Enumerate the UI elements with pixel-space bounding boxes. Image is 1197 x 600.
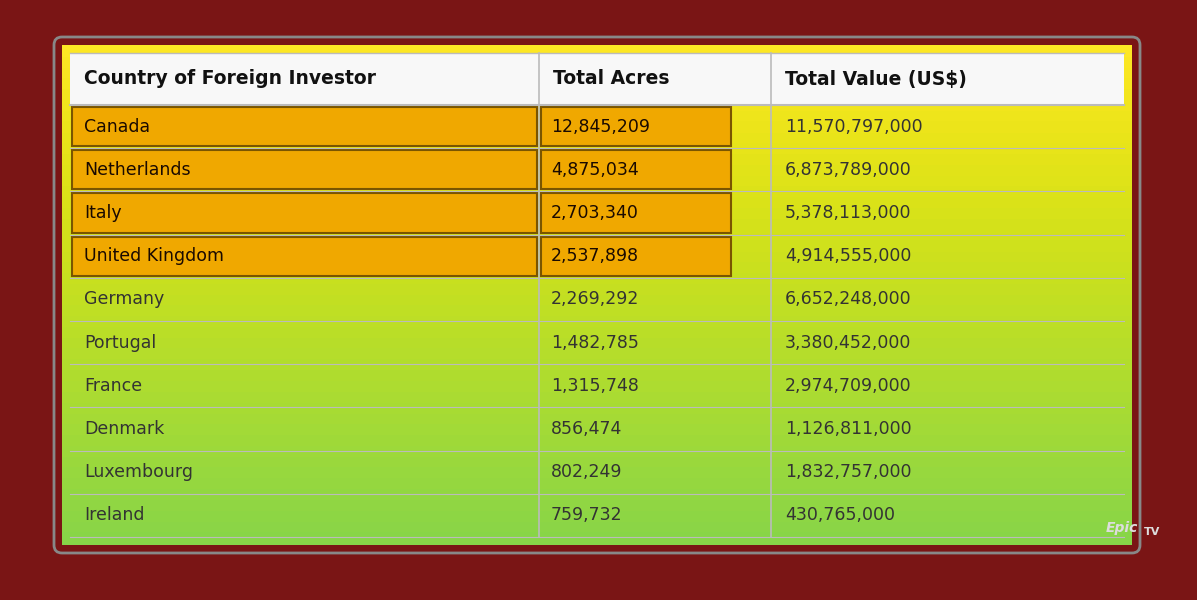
Bar (69, 278, 1124, 321)
Text: Denmark: Denmark (84, 420, 164, 438)
Bar (69, 451, 1124, 494)
Text: 759,732: 759,732 (551, 506, 622, 524)
Text: 1,482,785: 1,482,785 (551, 334, 639, 352)
Bar (69, 364, 1124, 407)
Text: 2,269,292: 2,269,292 (551, 290, 639, 308)
Text: Epic: Epic (1106, 521, 1138, 535)
Bar (541, 107, 731, 146)
Bar (69, 407, 1124, 451)
Bar (541, 150, 731, 190)
Text: 1,315,748: 1,315,748 (551, 377, 639, 395)
Text: 430,765,000: 430,765,000 (785, 506, 895, 524)
Bar (69, 321, 1124, 364)
Text: Luxembourg: Luxembourg (84, 463, 193, 481)
Text: Netherlands: Netherlands (84, 161, 190, 179)
Text: 3,380,452,000: 3,380,452,000 (785, 334, 911, 352)
Text: Germany: Germany (84, 290, 164, 308)
Text: 4,914,555,000: 4,914,555,000 (785, 247, 911, 265)
Text: 2,974,709,000: 2,974,709,000 (785, 377, 912, 395)
Bar (72, 107, 537, 146)
Text: United Kingdom: United Kingdom (84, 247, 224, 265)
Text: 2,537,898: 2,537,898 (551, 247, 639, 265)
Text: Italy: Italy (84, 204, 122, 222)
Text: Canada: Canada (84, 118, 150, 136)
Text: Portugal: Portugal (84, 334, 157, 352)
Text: 1,126,811,000: 1,126,811,000 (785, 420, 912, 438)
Bar (72, 193, 537, 233)
Text: TV: TV (1143, 527, 1160, 537)
Text: 802,249: 802,249 (551, 463, 622, 481)
Bar (541, 236, 731, 276)
Text: 12,845,209: 12,845,209 (551, 118, 650, 136)
Text: 5,378,113,000: 5,378,113,000 (785, 204, 911, 222)
Bar (541, 193, 731, 233)
Text: Total Value (US$): Total Value (US$) (785, 70, 967, 88)
Text: 4,875,034: 4,875,034 (551, 161, 639, 179)
Text: Country of Foreign Investor: Country of Foreign Investor (84, 70, 376, 88)
Text: 1,832,757,000: 1,832,757,000 (785, 463, 911, 481)
Text: 856,474: 856,474 (551, 420, 622, 438)
Bar (72, 150, 537, 190)
Text: 2,703,340: 2,703,340 (551, 204, 639, 222)
Text: Total Acres: Total Acres (553, 70, 669, 88)
Text: 11,570,797,000: 11,570,797,000 (785, 118, 923, 136)
Bar (69, 494, 1124, 537)
Bar (72, 236, 537, 276)
Bar (69, 53, 1124, 105)
Text: Ireland: Ireland (84, 506, 145, 524)
Text: 6,873,789,000: 6,873,789,000 (785, 161, 912, 179)
Text: 6,652,248,000: 6,652,248,000 (785, 290, 912, 308)
Text: France: France (84, 377, 142, 395)
